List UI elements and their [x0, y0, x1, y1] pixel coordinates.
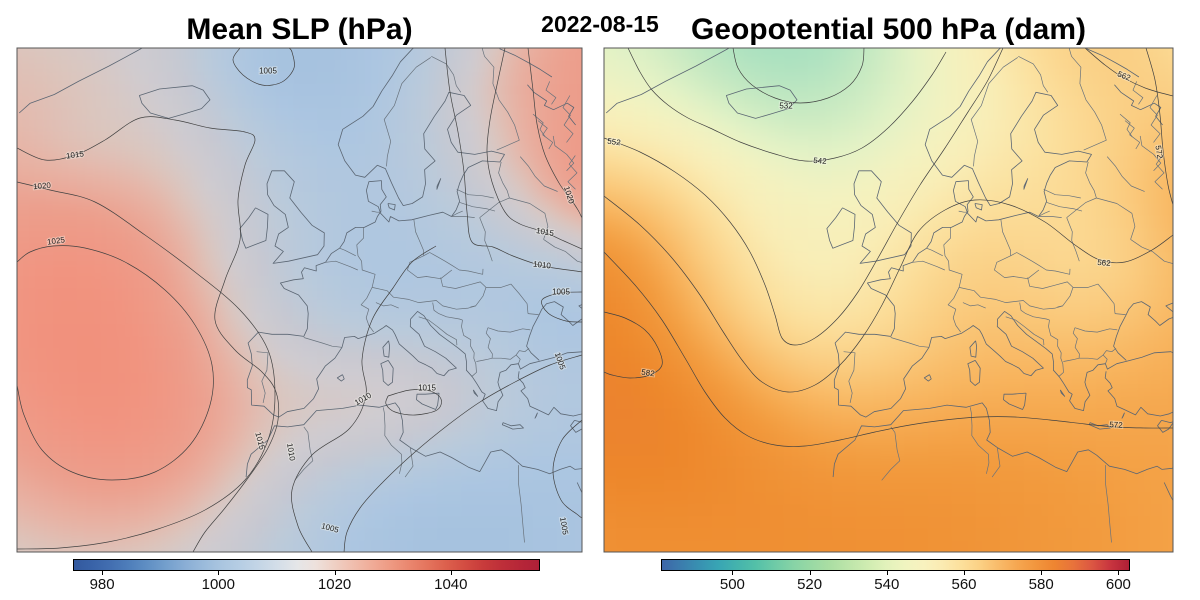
svg-text:1005: 1005 [552, 288, 570, 297]
svg-text:1005: 1005 [320, 521, 340, 534]
svg-text:1010: 1010 [285, 442, 297, 462]
svg-text:572: 572 [1109, 420, 1123, 430]
svg-text:1005: 1005 [558, 516, 570, 536]
svg-text:1025: 1025 [47, 235, 66, 246]
svg-text:1015: 1015 [66, 149, 85, 160]
svg-text:1015: 1015 [418, 384, 436, 393]
svg-text:572: 572 [1153, 145, 1164, 160]
svg-text:1005: 1005 [259, 67, 277, 76]
svg-text:542: 542 [813, 156, 828, 166]
svg-text:562: 562 [1097, 258, 1112, 268]
svg-text:1015: 1015 [535, 226, 555, 238]
svg-text:1005: 1005 [553, 351, 568, 371]
svg-text:582: 582 [641, 368, 656, 379]
svg-text:1020: 1020 [33, 181, 52, 192]
svg-text:532: 532 [779, 102, 793, 111]
svg-text:1010: 1010 [533, 260, 552, 271]
svg-text:552: 552 [607, 137, 622, 148]
